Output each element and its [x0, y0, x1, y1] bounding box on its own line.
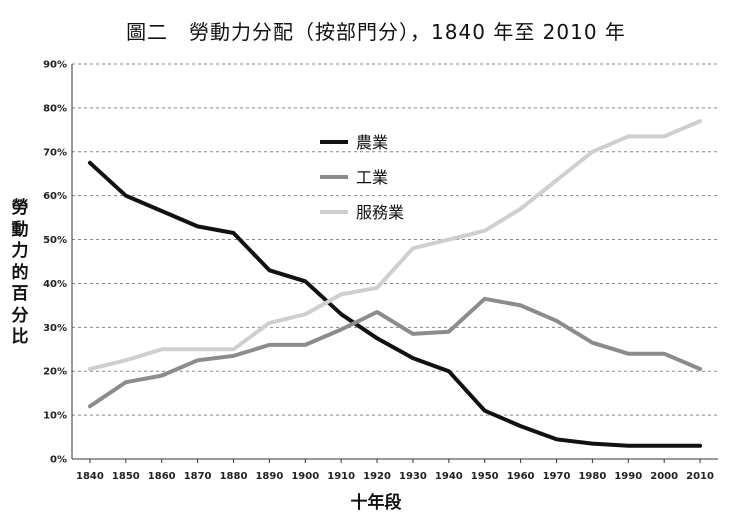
x-tick-label: 1910 — [327, 471, 355, 482]
y-tick-label: 90% — [43, 60, 67, 71]
series-lines — [87, 119, 703, 448]
x-tick-label: 2000 — [650, 471, 678, 482]
x-tick-label: 1900 — [291, 471, 319, 482]
y-tick-label: 20% — [43, 367, 67, 378]
x-tick-label: 1940 — [435, 471, 463, 482]
grid-lines — [72, 63, 718, 416]
x-tick-label: 1850 — [112, 471, 140, 482]
series-line-2 — [87, 296, 703, 409]
x-tick-label: 1960 — [507, 471, 535, 482]
x-axis-title: 十年段 — [350, 493, 402, 513]
y-tick-label: 40% — [43, 279, 67, 290]
x-tick-label: 1930 — [399, 471, 427, 482]
axes: 0% 10% 20% 30% 40% 50% 60% 70% 80% 90% 1840 1850 186… — [43, 60, 718, 482]
y-tick-label: 70% — [43, 147, 67, 158]
x-tick-label: 1970 — [543, 471, 571, 482]
x-tick-label: 1980 — [578, 471, 606, 482]
x-tick-label: 1990 — [614, 471, 642, 482]
legend-label: 農業 — [356, 133, 388, 152]
x-tick-label: 1920 — [363, 471, 391, 482]
y-tick-label: 80% — [43, 103, 67, 114]
y-axis-title: 勞動力的百分比 — [11, 198, 29, 347]
series-line-1 — [87, 160, 703, 448]
x-tick-label: 1840 — [76, 471, 104, 482]
x-tick-label: 2010 — [686, 471, 714, 482]
x-tick-label: 1880 — [220, 471, 248, 482]
x-tick-label: 1950 — [471, 471, 499, 482]
y-tick-label: 0% — [50, 455, 67, 466]
y-tick-label: 60% — [43, 191, 67, 202]
y-tick-label: 30% — [43, 323, 67, 334]
chart-title: 圖二 勞動力分配（按部門分），1840 年至 2010 年 — [126, 20, 626, 44]
x-tick-label: 1870 — [184, 471, 212, 482]
legend-label: 服務業 — [356, 203, 404, 222]
series-line-3 — [87, 119, 703, 371]
legend-label: 工業 — [356, 168, 388, 187]
y-tick-label: 10% — [43, 411, 67, 422]
x-tick-label: 1860 — [148, 471, 176, 482]
x-tick-label: 1890 — [255, 471, 283, 482]
y-tick-label: 50% — [43, 235, 67, 246]
